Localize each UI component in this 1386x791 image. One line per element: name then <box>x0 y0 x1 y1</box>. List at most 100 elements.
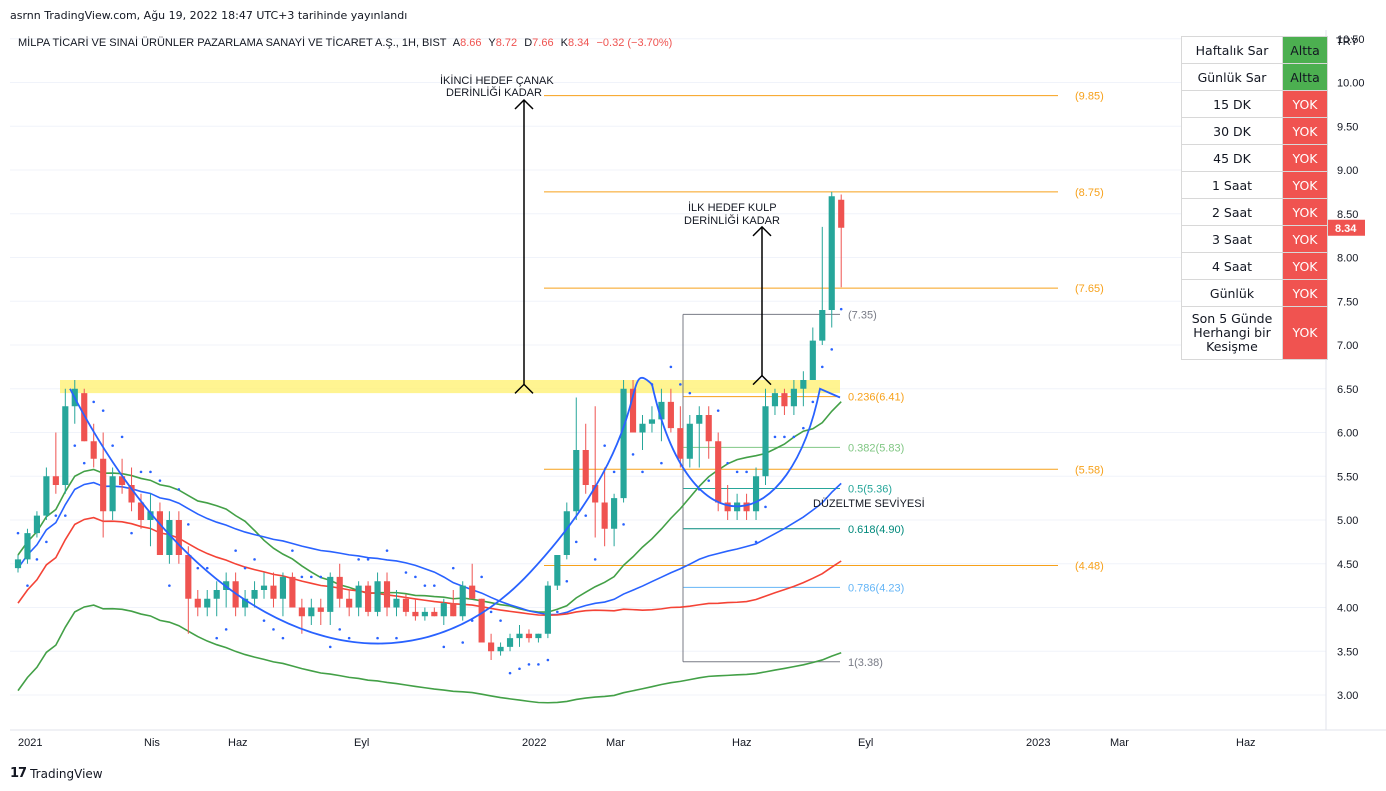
target-level-label: (4.48) <box>1075 561 1104 573</box>
candle-body <box>440 603 447 617</box>
resistance-zone <box>60 380 840 394</box>
annotation-second-target-line2: DERİNLİĞİ KADAR <box>446 86 542 99</box>
candle-body <box>402 598 410 612</box>
sar-dot <box>508 671 512 675</box>
status-value: YOK <box>1282 225 1328 253</box>
candle-body <box>251 590 258 599</box>
sar-dot <box>527 663 531 666</box>
sar-dot <box>688 391 692 395</box>
candle-body <box>374 581 381 612</box>
sar-dot <box>679 383 682 386</box>
sar-dot <box>442 645 446 649</box>
sar-dot <box>168 584 171 587</box>
candle-body <box>128 485 135 503</box>
candlesticks <box>14 191 845 660</box>
sar-dot <box>291 549 294 552</box>
footer-brand: TradingView <box>30 766 103 781</box>
chart-svg[interactable]: (9.85) (8.75) (7.65) (5.58) (4.48) 0.236(6.41… <box>0 30 1386 760</box>
annotation-second-target: İKİNCİ HEDEF ÇANAK DERİNLİĞİ KADAR <box>440 74 554 99</box>
candle-body <box>90 441 97 459</box>
status-value: YOK <box>1282 279 1328 307</box>
candle-body <box>119 476 126 485</box>
y-tick-label: 4.00 <box>1337 603 1358 615</box>
candle-body <box>431 611 438 617</box>
parabolic-sar <box>16 307 843 675</box>
sar-dot <box>234 549 237 552</box>
candle-body <box>620 388 627 499</box>
sar-dot <box>716 409 720 412</box>
legend-high: 8.72 <box>496 37 517 49</box>
handle-curve <box>651 384 841 508</box>
ma-very-long-line <box>17 604 842 704</box>
candle-body <box>412 611 419 617</box>
candle-body <box>185 555 192 599</box>
candle-body <box>771 393 779 407</box>
legend-change: −0.32 (−3.70%) <box>596 37 672 49</box>
candle-body <box>43 476 50 516</box>
sar-dot <box>820 365 824 369</box>
annotation-correction-level: DÜZELTME SEVİYESİ <box>813 497 925 510</box>
x-tick-label: 2022 <box>522 737 546 749</box>
status-label: Günlük <box>1181 279 1283 307</box>
status-value: YOK <box>1282 144 1328 172</box>
y-tick-label: 8.00 <box>1337 253 1358 265</box>
candle-body <box>639 423 646 433</box>
status-value: YOK <box>1282 198 1328 226</box>
sar-dot <box>395 636 398 640</box>
fib-level-label: 1(3.38) <box>848 657 883 669</box>
candle-body <box>828 196 835 310</box>
y-tick-label: 10.50 <box>1337 34 1365 46</box>
legend-open-label: A <box>453 37 461 49</box>
candle-body <box>279 576 287 599</box>
price-chart[interactable]: (9.85) (8.75) (7.65) (5.58) (4.48) 0.236(6.41… <box>0 30 1386 760</box>
sar-dot <box>319 575 323 579</box>
candle-body <box>327 576 334 612</box>
sar-dot <box>310 575 313 579</box>
target-level-label: (5.58) <box>1075 464 1104 476</box>
sar-dot <box>82 461 86 465</box>
status-row: Günlük Sar Altta <box>1181 63 1328 91</box>
target-level-label: (7.65) <box>1075 283 1104 295</box>
y-tick-label: 9.00 <box>1337 165 1358 177</box>
y-tick-label: 6.50 <box>1337 384 1358 396</box>
sar-dot <box>111 444 114 447</box>
sar-dot <box>830 348 834 351</box>
sar-dot <box>707 479 711 482</box>
candle-body <box>317 607 324 612</box>
candle-body <box>459 585 466 617</box>
sar-dot <box>641 470 644 474</box>
candle-body <box>601 502 608 529</box>
legend-high-label: Y <box>488 37 496 49</box>
sar-dot <box>423 584 427 587</box>
sar-dot <box>773 435 777 439</box>
sar-dot <box>101 409 105 412</box>
sar-dot <box>783 435 786 439</box>
candle-body <box>582 450 589 485</box>
y-tick-label: 3.00 <box>1337 690 1358 702</box>
sar-dot <box>603 444 606 447</box>
status-value: YOK <box>1282 90 1328 118</box>
candle-body <box>696 415 703 424</box>
candle-body <box>648 419 656 424</box>
legend-low-label: D <box>524 37 532 49</box>
status-row: 3 Saat YOK <box>1181 225 1328 253</box>
candle-body <box>790 388 797 407</box>
sar-dot <box>811 400 815 404</box>
y-tick-label: 7.00 <box>1337 340 1358 352</box>
sar-dot <box>64 514 67 517</box>
candle-body <box>383 581 391 608</box>
annotation-first-target-line2: DERİNLİĞİ KADAR <box>684 214 780 227</box>
sar-dot <box>224 628 228 631</box>
sar-dot <box>215 636 219 640</box>
fib-level-label: (7.35) <box>848 309 877 321</box>
sar-dot <box>16 531 20 535</box>
x-tick-label: 2021 <box>18 737 42 749</box>
candle-body <box>166 520 173 555</box>
candle-body <box>809 340 816 380</box>
candle-body <box>308 607 315 617</box>
sar-dot <box>272 628 275 631</box>
x-tick-label: Haz <box>228 737 248 749</box>
x-tick-label: Eyl <box>858 737 873 749</box>
status-label: Haftalık Sar <box>1181 36 1283 64</box>
y-tick-label: 6.00 <box>1337 428 1358 440</box>
